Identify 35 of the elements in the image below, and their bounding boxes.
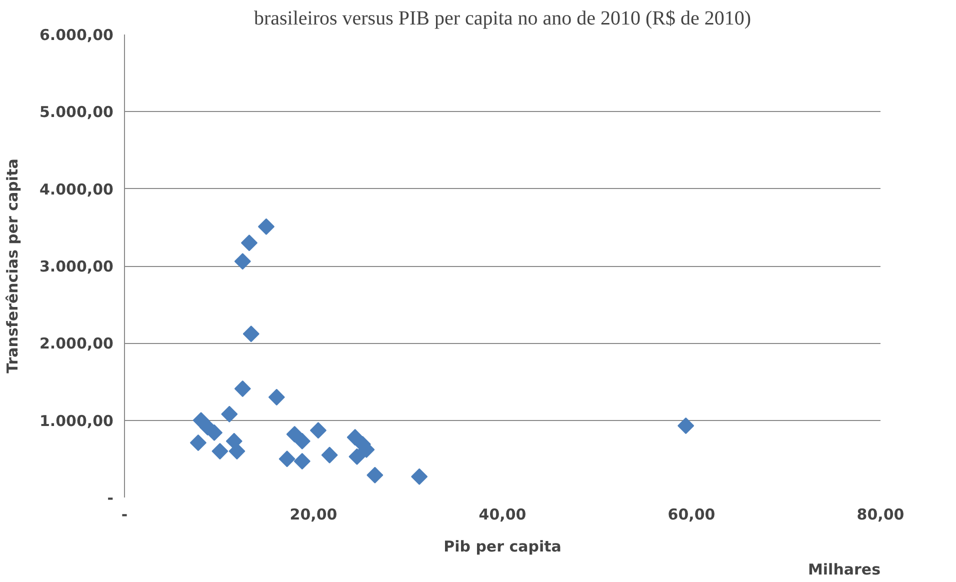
x-tick-label: 20,00 [290, 506, 338, 524]
y-axis-title: Transferências per capita [3, 158, 22, 374]
point [190, 434, 206, 451]
point [366, 466, 384, 484]
chart-title: brasileiros versus PIB per capita no ano de 2010 (R$ de 2010) [254, 8, 752, 30]
x-tick-label: 40,00 [478, 506, 526, 524]
point [310, 422, 327, 439]
y-tick-label: 3.000,00 [39, 258, 114, 276]
y-tick-label: 6.000,00 [39, 26, 114, 44]
point [234, 253, 251, 270]
point [348, 448, 366, 465]
point [294, 452, 310, 470]
point [321, 446, 338, 464]
y-tick-label: 5.000,00 [39, 103, 114, 122]
point [678, 417, 694, 434]
point [242, 326, 260, 342]
point [268, 388, 285, 406]
y-tick-label: 1.000,00 [39, 412, 114, 430]
point [221, 406, 238, 422]
point [240, 234, 258, 252]
point [411, 468, 428, 485]
x-tick-label: - [121, 506, 128, 524]
x-tick-label: 80,00 [856, 506, 904, 524]
point [278, 450, 296, 468]
x-axis-title: Pib per capita [444, 538, 562, 556]
point [294, 432, 310, 450]
text: Milhares [808, 560, 881, 578]
y-tick-label: 2.000,00 [39, 334, 114, 353]
point [212, 442, 228, 460]
y-tick-label: - [107, 489, 114, 507]
point [258, 218, 275, 235]
point [234, 380, 251, 397]
point [228, 442, 246, 460]
x-tick-label: 60,00 [668, 506, 716, 524]
y-tick-label: 4.000,00 [39, 180, 114, 198]
